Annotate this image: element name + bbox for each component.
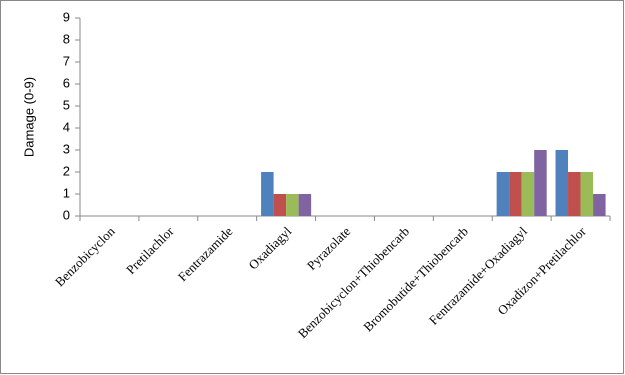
bar [496,172,510,216]
y-tick-label: 8 [63,31,70,46]
y-tick-label: 1 [63,185,70,200]
bar [261,172,274,216]
y-tick-label: 9 [63,9,70,24]
bar [580,172,594,216]
bar [298,194,312,216]
y-tick-label: 0 [63,207,70,222]
y-tick-label: 6 [63,75,70,90]
y-tick-label: 7 [63,53,70,68]
bar [568,172,581,216]
bar [593,194,606,216]
bar [509,172,522,216]
bar [286,194,299,216]
bar [534,150,547,216]
y-tick-label: 5 [63,97,70,112]
y-axis-label: Damage (0-9) [21,77,36,157]
y-tick-label: 4 [63,119,70,134]
bar [273,194,287,216]
bar [555,150,569,216]
y-tick-label: 3 [63,141,70,156]
bar [521,172,535,216]
y-tick-label: 2 [63,163,70,178]
